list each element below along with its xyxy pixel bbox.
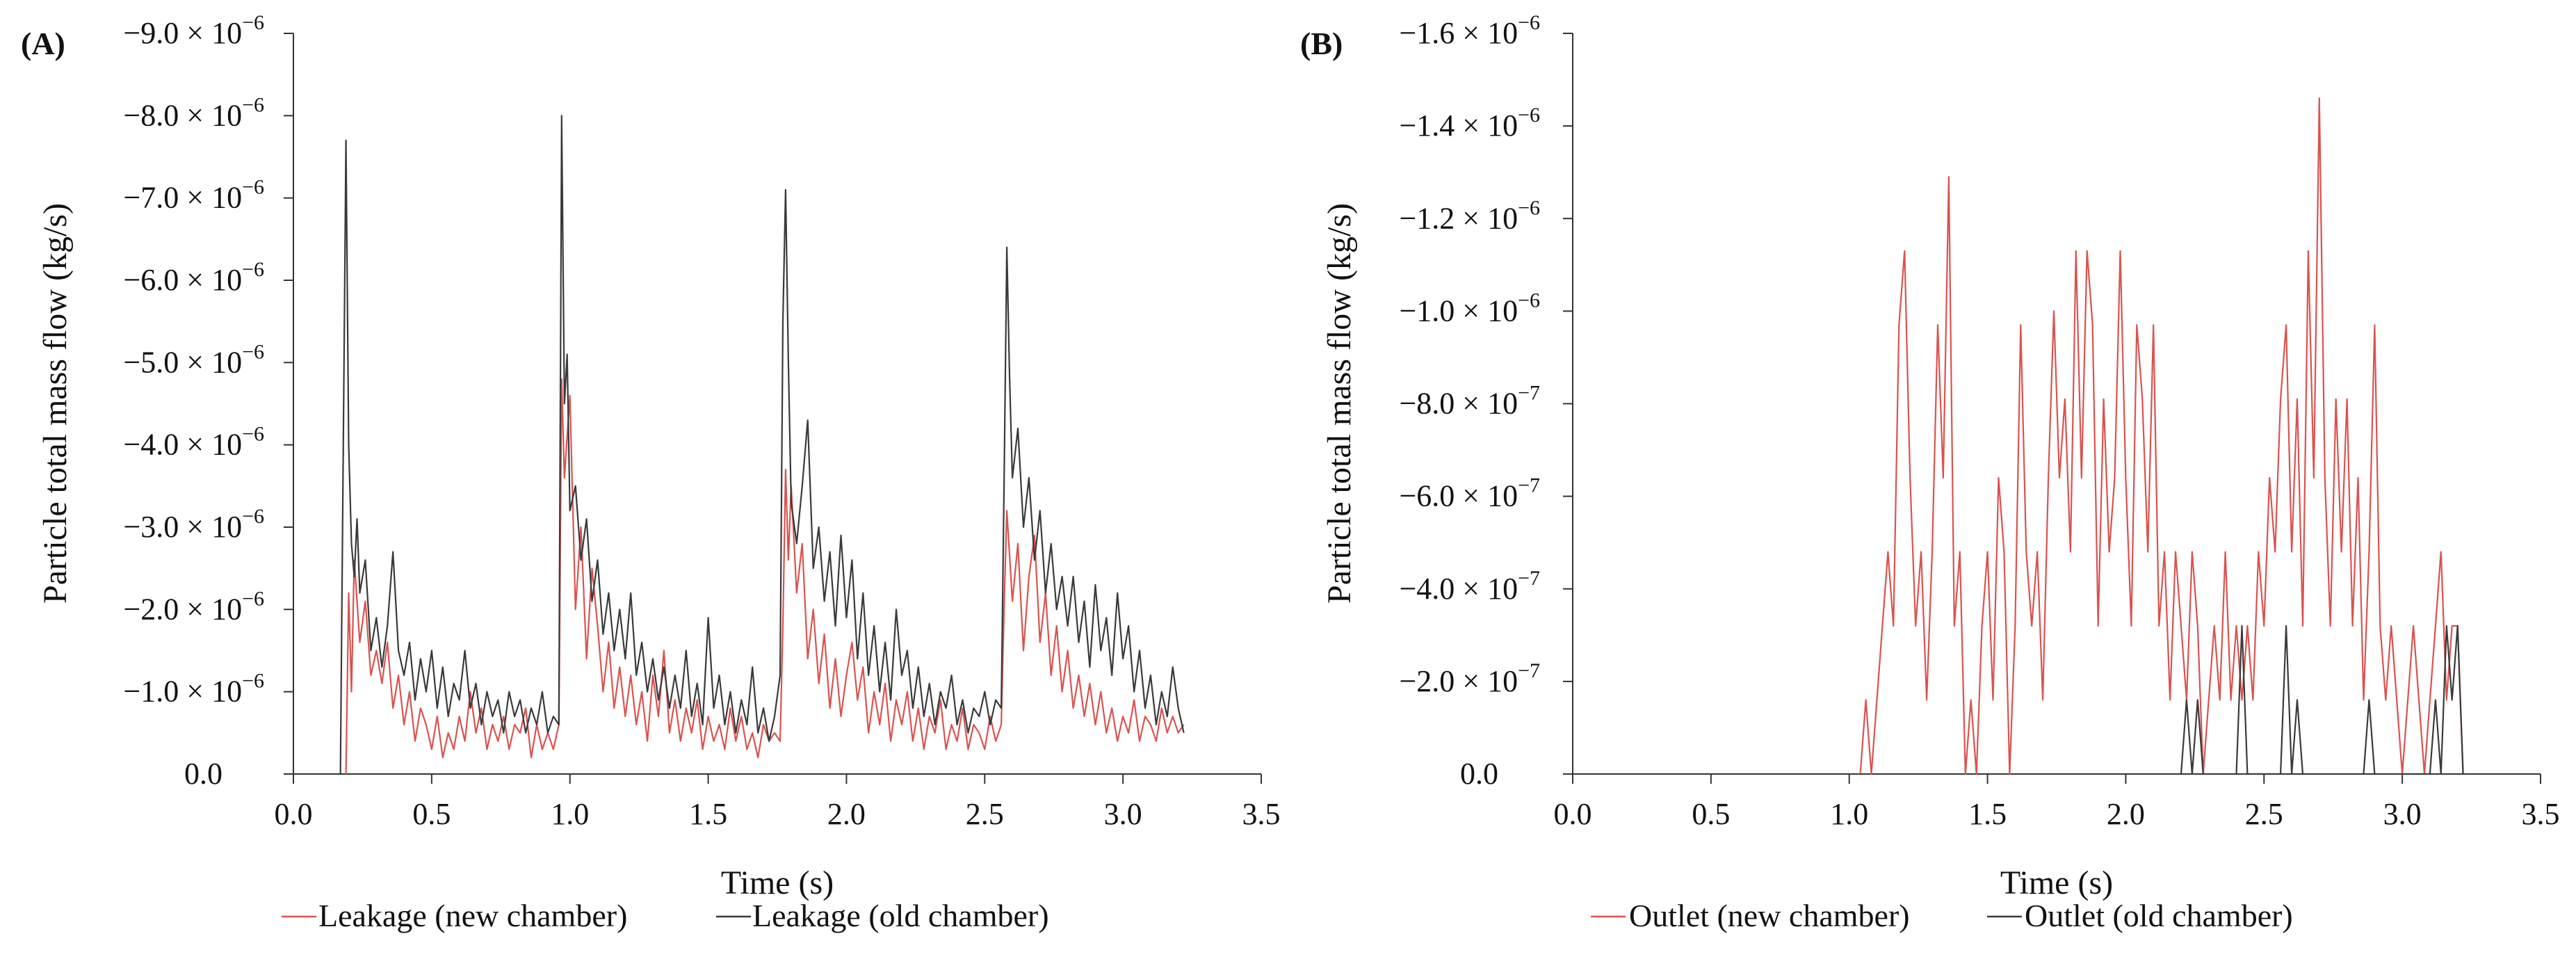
x-tick-label: 3.5 xyxy=(2522,797,2560,831)
series-line-outlet-new-chamber xyxy=(1859,97,2464,775)
y-tick-mantissa: −6.0 × 10 xyxy=(123,263,242,297)
y-tick-mantissa: −8.0 × 10 xyxy=(123,98,242,132)
y-tick-label: −6.0 × 10−7 xyxy=(1399,474,1540,513)
x-tick-label: 1.5 xyxy=(1968,797,2007,831)
y-tick-mantissa: −9.0 × 10 xyxy=(123,16,242,50)
y-axis-title: Particle total mass flow (kg/s) xyxy=(37,203,74,604)
x-tick-label: 2.0 xyxy=(827,797,866,831)
x-tick-label: 1.0 xyxy=(551,797,589,831)
panel-label: (B) xyxy=(1300,26,1343,61)
y-tick-exponent: −6 xyxy=(242,505,264,528)
y-tick-mantissa: −1.0 × 10 xyxy=(123,675,242,709)
y-tick-exponent: −6 xyxy=(1518,104,1540,127)
y-tick-exponent: −6 xyxy=(242,670,264,693)
x-tick-label: 0.5 xyxy=(412,797,451,831)
x-tick-label: 0.0 xyxy=(1554,797,1592,831)
y-tick-mantissa: −2.0 × 10 xyxy=(1399,664,1518,698)
y-tick-label: −1.0 × 10−6 xyxy=(123,670,264,709)
y-tick-label: −1.2 × 10−6 xyxy=(1399,196,1540,235)
y-tick-exponent: −6 xyxy=(242,258,264,281)
x-tick-label: 3.5 xyxy=(1242,797,1281,831)
y-tick-label: −2.0 × 10−6 xyxy=(123,587,264,626)
x-tick-label: 1.0 xyxy=(1830,797,1868,831)
legend-label: Outlet (old chamber) xyxy=(2025,898,2293,933)
y-tick-mantissa: −2.0 × 10 xyxy=(123,592,242,626)
y-tick-mantissa: −1.0 × 10 xyxy=(1399,293,1518,328)
y-axis-title: Particle total mass flow (kg/s) xyxy=(1321,203,1358,604)
x-tick-label: 1.5 xyxy=(689,797,727,831)
y-tick-exponent: −6 xyxy=(1518,11,1540,34)
y-tick-exponent: −6 xyxy=(242,176,264,199)
panel-label: (A) xyxy=(21,26,65,61)
y-tick-exponent: −6 xyxy=(242,11,264,34)
y-tick-exponent: −6 xyxy=(242,587,264,610)
y-tick-mantissa: −1.6 × 10 xyxy=(1399,16,1518,50)
y-tick-label: −1.0 × 10−6 xyxy=(1399,289,1540,328)
y-tick-exponent: −6 xyxy=(1518,196,1540,219)
legend-label: Outlet (new chamber) xyxy=(1629,898,1910,933)
y-tick-mantissa: −5.0 × 10 xyxy=(123,345,242,379)
y-tick-label: −8.0 × 10−6 xyxy=(123,93,264,132)
y-tick-mantissa: −1.2 × 10 xyxy=(1399,201,1518,235)
panel-b: (B)0.0 0.5 1.0 1.5 2.0 2.5 3.0 3.50.0−2.0 × 10−… xyxy=(1300,11,2560,933)
y-tick-label: −7.0 × 10−6 xyxy=(123,176,264,215)
panel-a: (A)0.0 0.5 1.0 1.5 2.0 2.5 3.0 3.50.0−1.0 × 10−… xyxy=(21,11,1281,933)
y-tick-exponent: −6 xyxy=(242,340,264,363)
y-tick-exponent: −7 xyxy=(1518,659,1540,682)
y-tick-mantissa: 0.0 xyxy=(184,757,222,791)
y-tick-label: −2.0 × 10−7 xyxy=(1399,659,1540,698)
series-line-outlet-old-chamber xyxy=(2180,624,2464,775)
y-tick-label: −1.4 × 10−6 xyxy=(1399,104,1540,143)
y-tick-mantissa: −7.0 × 10 xyxy=(123,181,242,215)
y-tick-mantissa: 0.0 xyxy=(1460,757,1498,791)
y-tick-exponent: −7 xyxy=(1518,474,1540,497)
y-tick-exponent: −6 xyxy=(242,93,264,116)
y-tick-label: −4.0 × 10−6 xyxy=(123,423,264,462)
y-tick-exponent: −7 xyxy=(1518,567,1540,590)
legend-label: Leakage (new chamber) xyxy=(318,898,627,933)
x-tick-label: 3.0 xyxy=(2383,797,2422,831)
y-tick-mantissa: −3.0 × 10 xyxy=(123,510,242,544)
y-tick-mantissa: −6.0 × 10 xyxy=(1399,479,1518,513)
x-tick-label: 3.0 xyxy=(1104,797,1142,831)
x-tick-label: 2.0 xyxy=(2107,797,2145,831)
y-tick-mantissa: −1.4 × 10 xyxy=(1399,108,1518,143)
x-tick-label: 2.5 xyxy=(2245,797,2283,831)
y-tick-label: −6.0 × 10−6 xyxy=(123,258,264,297)
y-tick-exponent: −6 xyxy=(1518,289,1540,312)
y-tick-label: 0.0 xyxy=(1460,757,1498,791)
y-tick-exponent: −7 xyxy=(1518,382,1540,405)
y-tick-label: −3.0 × 10−6 xyxy=(123,505,264,544)
y-tick-label: −5.0 × 10−6 xyxy=(123,340,264,379)
y-tick-exponent: −6 xyxy=(242,423,264,446)
series-line-leakage-old-chamber xyxy=(339,115,1185,775)
x-axis-title: Time (s) xyxy=(2000,864,2113,901)
legend-label: Leakage (old chamber) xyxy=(752,898,1049,933)
x-tick-label: 2.5 xyxy=(966,797,1004,831)
y-tick-mantissa: −4.0 × 10 xyxy=(1399,572,1518,606)
y-tick-label: −1.6 × 10−6 xyxy=(1399,11,1540,50)
y-tick-mantissa: −4.0 × 10 xyxy=(123,428,242,462)
y-tick-label: −9.0 × 10−6 xyxy=(123,11,264,50)
y-tick-label: 0.0 xyxy=(184,757,222,791)
x-axis-title: Time (s) xyxy=(721,864,834,901)
x-tick-label: 0.0 xyxy=(275,797,313,831)
y-tick-mantissa: −8.0 × 10 xyxy=(1399,387,1518,421)
y-tick-label: −4.0 × 10−7 xyxy=(1399,567,1540,606)
x-tick-label: 0.5 xyxy=(1692,797,1730,831)
y-tick-label: −8.0 × 10−7 xyxy=(1399,382,1540,421)
